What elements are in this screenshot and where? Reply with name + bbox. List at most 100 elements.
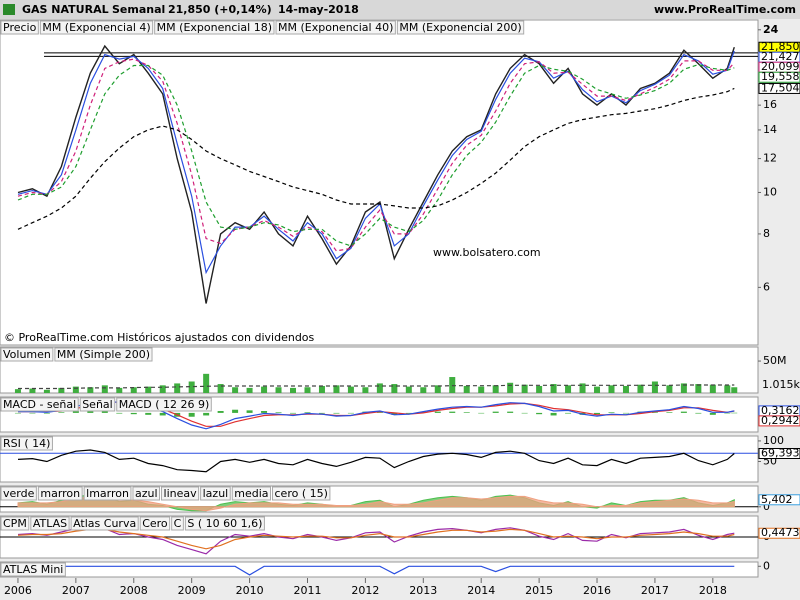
- bar: [449, 377, 456, 393]
- legend-box: [79, 397, 116, 412]
- value-marker: [758, 71, 800, 83]
- value-marker: [758, 494, 800, 506]
- legend-box: [54, 347, 153, 362]
- source: www.ProRealTime.com: [654, 3, 796, 16]
- value-marker-label: 21,850: [761, 40, 800, 53]
- legend-box: [0, 436, 53, 451]
- annotation: www.bolsatero.com: [433, 246, 541, 259]
- y-tick-label: 6: [763, 280, 770, 293]
- x-tick-label: 2008: [120, 584, 148, 597]
- bar: [731, 387, 738, 393]
- bar: [275, 412, 282, 413]
- value-marker: [758, 527, 800, 539]
- legend-box: [139, 516, 171, 531]
- series-line: [17, 528, 735, 550]
- quote: 21,850 (+0,14%): [168, 3, 272, 16]
- bar: [507, 411, 514, 413]
- legend-label: Precio: [3, 21, 37, 34]
- bar: [594, 412, 601, 415]
- x-tick-label: 2016: [583, 584, 611, 597]
- value-marker-label: 0,2942: [761, 414, 800, 427]
- bar: [405, 412, 412, 414]
- legend-box: [37, 486, 83, 501]
- bar: [43, 412, 50, 414]
- bar: [391, 412, 398, 415]
- bar: [145, 386, 152, 393]
- bar: [434, 411, 441, 413]
- legend-label: azul: [135, 487, 158, 500]
- legend-label: MM (Exponencial 200): [399, 21, 521, 34]
- header-icon[interactable]: [3, 4, 15, 15]
- bar: [695, 384, 702, 393]
- bar: [116, 387, 123, 393]
- bar: [565, 385, 572, 393]
- instrument: GAS NATURAL: [22, 3, 109, 16]
- legend-box: [132, 486, 161, 501]
- bar: [101, 411, 108, 413]
- bar: [217, 411, 224, 413]
- bar: [101, 385, 108, 393]
- legend-label: Atlas Curva: [73, 517, 136, 530]
- legend-label: S ( 10 60 1,6): [187, 517, 262, 530]
- bar: [159, 412, 166, 416]
- series-line: [18, 565, 735, 576]
- value-marker: [758, 82, 800, 94]
- value-marker-label: 5,402: [761, 493, 793, 506]
- bar: [318, 412, 325, 414]
- bar: [666, 385, 673, 393]
- bar: [550, 412, 557, 416]
- legend-label: MM (Exponencial 18): [157, 21, 272, 34]
- bar: [724, 385, 731, 393]
- bar: [449, 411, 456, 413]
- value-marker-label: 20,099: [761, 60, 800, 73]
- legend-label: media: [234, 487, 268, 500]
- bar: [434, 385, 441, 393]
- x-tick-label: 2006: [4, 584, 32, 597]
- bar: [405, 386, 412, 393]
- bar: [420, 387, 427, 393]
- bar: [29, 412, 36, 414]
- bar: [290, 412, 297, 414]
- legend-box: [184, 516, 265, 531]
- bar: [478, 386, 485, 393]
- plot-area: [0, 526, 758, 555]
- legend-label: CPM: [3, 517, 27, 530]
- bar: [14, 389, 21, 393]
- bar: [72, 411, 79, 413]
- series-line: [17, 449, 735, 473]
- bar: [608, 385, 615, 393]
- panel: [0, 435, 759, 483]
- bar: [246, 387, 253, 393]
- bar: [463, 385, 470, 393]
- bar: [232, 409, 239, 413]
- legend-box: [0, 486, 37, 501]
- annotation: 1.015k: [762, 378, 800, 391]
- y-tick-label: 8: [763, 227, 770, 240]
- bar: [565, 412, 572, 414]
- legend-label: ATLAS: [33, 517, 67, 530]
- legend-box: [200, 486, 231, 501]
- value-marker-label: 21,427: [761, 50, 800, 63]
- bar: [304, 387, 311, 393]
- y-tick-label: 10: [763, 185, 777, 198]
- bar: [72, 386, 79, 393]
- bar: [463, 412, 470, 413]
- bar: [333, 412, 340, 414]
- plot-area: [0, 494, 758, 512]
- bar: [217, 384, 224, 393]
- legend-label: lazul: [203, 487, 229, 500]
- bar: [608, 412, 615, 413]
- value-marker: [758, 415, 800, 427]
- bar: [651, 381, 658, 393]
- bar: [680, 411, 687, 413]
- legend-label: verde: [3, 487, 35, 500]
- bar: [130, 387, 137, 393]
- legend-box: [0, 516, 30, 531]
- x-tick-label: 2010: [236, 584, 264, 597]
- legend-label: RSI ( 14): [3, 437, 50, 450]
- panel: [0, 19, 759, 346]
- value-marker-label: 0,3162: [761, 404, 800, 417]
- legend-box: [70, 516, 139, 531]
- y-tick-label: 50M: [763, 354, 787, 367]
- plot-area: [0, 449, 758, 473]
